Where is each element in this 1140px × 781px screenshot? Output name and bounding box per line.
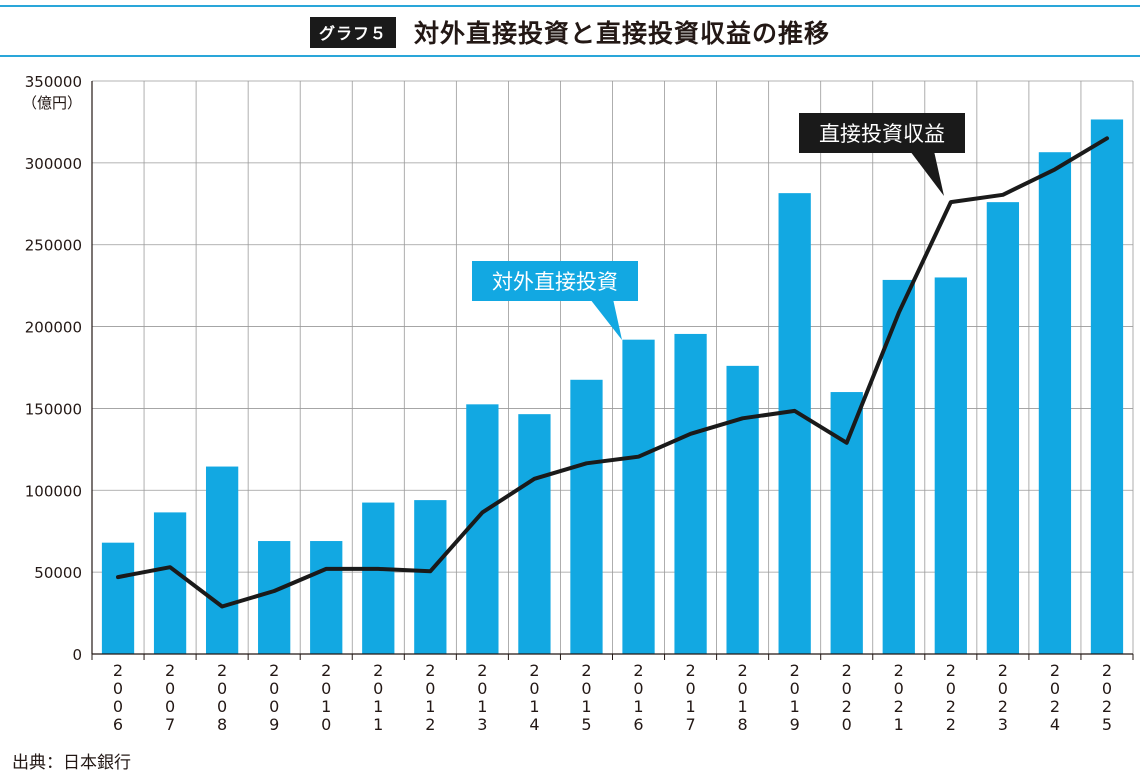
source-note: 出典：日本銀行 [12,753,131,773]
y-tick-label: 250000 [25,237,82,255]
callout-box [799,113,965,153]
y-tick-label: 350000 [25,73,82,91]
bar [101,542,135,654]
bar [622,339,655,654]
bar-series [101,119,1124,655]
bar [466,404,499,654]
bar [518,414,551,654]
bar [310,541,343,654]
y-tick-label: 100000 [25,482,82,500]
axis-labels: 0 50000 100000 150000 200000 250000 300000 3500… [22,73,1112,734]
y-unit-label: （億円） [22,94,82,112]
callout-label: 対外直接投資 [492,270,618,294]
line-path [116,136,1109,609]
bar [778,193,811,654]
bar [726,365,759,654]
top-accent-rule [0,5,1140,7]
y-tick-label: 0 [72,646,82,664]
y-tick-label: 150000 [25,400,82,418]
bar [1038,152,1072,655]
grid-lines [91,80,1134,654]
bar [674,333,707,654]
callout-fdi: 対外直接投資 [472,261,638,340]
bar [258,541,291,654]
bar [1090,119,1124,655]
bar [414,500,447,654]
bar [205,466,239,654]
callouts: 対外直接投資 直接投資収益 [472,113,965,340]
callout-tail [910,151,944,196]
bar [362,502,395,654]
callout-tail [590,299,622,340]
callout-income: 直接投資収益 [799,113,965,196]
bottom-accent-rule [0,55,1140,57]
chart-header: グラフ５ 対外直接投資と直接投資収益の推移 [0,12,1140,52]
combo-bar-line-chart: 0 50000 100000 150000 200000 250000 300000 3500… [22,73,1134,734]
y-tick-label: 200000 [25,319,82,337]
bar [934,277,967,654]
line-series [116,136,1109,609]
bar [570,379,603,654]
bar [153,512,187,654]
bar [986,202,1020,655]
y-tick-label: 300000 [25,155,82,173]
y-tick-label: 50000 [34,564,82,582]
graph-number-badge: グラフ５ [309,16,396,48]
callout-box [472,261,638,301]
axes [91,81,1134,660]
callout-label: 直接投資収益 [819,122,945,146]
chart-title: 対外直接投資と直接投資収益の推移 [414,19,831,48]
bar [830,392,863,654]
